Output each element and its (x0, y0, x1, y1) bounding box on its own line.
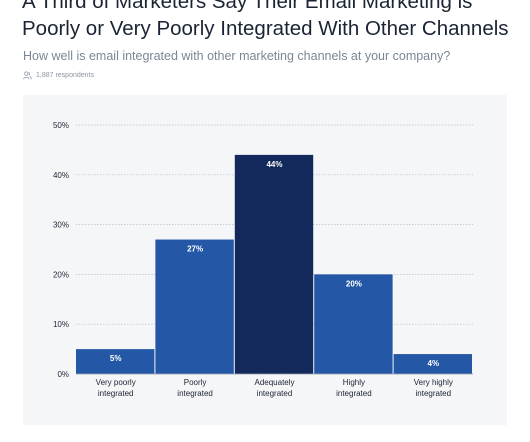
data-label-4: 4% (428, 359, 440, 368)
chart-panel: 0% 10% 20% 30% 40% 50% 5% Very poorly integrated… (23, 95, 507, 425)
title-line-2: Poorly or Very Poorly Integrated With Ot… (22, 17, 509, 40)
y-tick-label-40: 40% (53, 171, 69, 180)
y-tick-label-0: 0% (57, 370, 69, 379)
data-label-3: 20% (346, 279, 362, 288)
y-tick-label-20: 20% (53, 270, 69, 279)
data-label-1: 27% (187, 245, 203, 254)
y-tick-label-50: 50% (53, 121, 69, 130)
x-tick-label-3-line-0: Highly (343, 378, 365, 387)
bar-1 (155, 239, 234, 374)
y-tick-label-10: 10% (53, 320, 69, 329)
x-tick-label-1-line-1: integrated (177, 389, 213, 398)
people-icon (23, 70, 32, 80)
chart-title: A Third of Marketers Say Their Email Mar… (22, 0, 522, 42)
x-tick-label-2-line-1: integrated (257, 389, 293, 398)
x-tick-label-0-line-0: Very poorly (96, 378, 136, 387)
x-tick-label-4-line-0: Very highly (414, 378, 453, 387)
x-tick-label-0-line-1: integrated (98, 389, 134, 398)
y-tick-label-30: 30% (53, 221, 69, 230)
bar-2 (234, 154, 314, 374)
x-tick-label-3-line-1: integrated (336, 389, 372, 398)
data-label-0: 5% (110, 354, 122, 363)
x-tick-label-4-line-1: integrated (416, 389, 452, 398)
bar-4 (393, 354, 472, 374)
data-label-2: 44% (266, 160, 282, 169)
bar-0 (76, 349, 155, 374)
chart-subtitle: How well is email integrated with other … (23, 49, 451, 63)
x-tick-label-1-line-0: Poorly (184, 378, 207, 387)
respondents-count: 1,887 respondents (23, 69, 94, 81)
x-tick-label-2-line-0: Adequately (254, 378, 294, 387)
bar-chart: 0% 10% 20% 30% 40% 50% 5% Very poorly integrated… (53, 121, 473, 398)
title-line-1: A Third of Marketers Say Their Email Mar… (22, 0, 473, 13)
bar-3 (314, 274, 393, 374)
respondents-label: 1,887 respondents (36, 71, 94, 79)
